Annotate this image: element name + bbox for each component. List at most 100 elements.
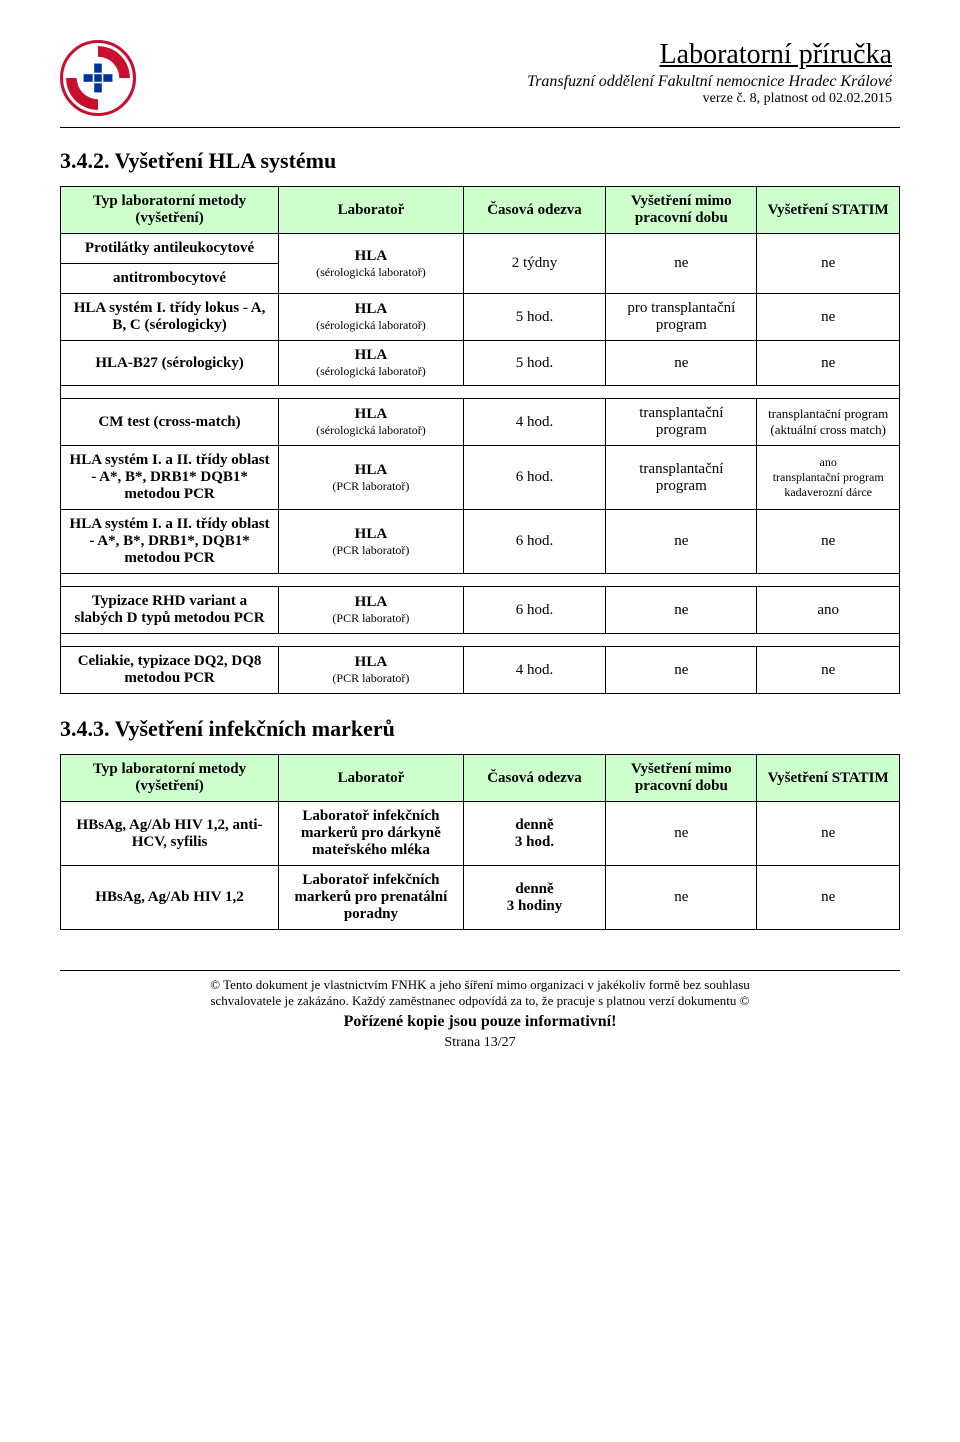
col-header: Vyšetření STATIM	[757, 755, 900, 802]
cell-offhours: transplantační program	[606, 446, 757, 510]
col-header: Typ laboratorní metody (vyšetření)	[61, 187, 279, 234]
lab-main: HLA	[287, 462, 455, 479]
lab-sub: (PCR laboratoř)	[287, 671, 455, 686]
cell-time: 5 hod.	[463, 341, 606, 386]
cell-statim: ne	[757, 234, 900, 294]
cell-statim: ano transplantační program kadaverozní d…	[757, 446, 900, 510]
cell-lab: HLA (sérologická laboratoř)	[279, 399, 464, 446]
table-row: Celiakie, typizace DQ2, DQ8 metodou PCR …	[61, 647, 900, 694]
cell-offhours: ne	[606, 647, 757, 694]
table-header-row: Typ laboratorní metody (vyšetření) Labor…	[61, 187, 900, 234]
col-header: Časová odezva	[463, 187, 606, 234]
col-header: Vyšetření mimo pracovní dobu	[606, 755, 757, 802]
cell-lab: HLA (PCR laboratoř)	[279, 510, 464, 574]
lab-main: HLA	[287, 526, 455, 543]
lab-main: HLA	[287, 594, 455, 611]
lab-sub: (sérologická laboratoř)	[287, 423, 455, 438]
cell-method: Protilátky antileukocytové	[61, 234, 279, 264]
cell-statim: ne	[757, 802, 900, 866]
col-header: Laboratoř	[279, 187, 464, 234]
cell-time: denně 3 hod.	[463, 802, 606, 866]
cell-time: 4 hod.	[463, 647, 606, 694]
cell-statim: ne	[757, 647, 900, 694]
footer-page-number: Strana 13/27	[60, 1035, 900, 1051]
lab-sub: (sérologická laboratoř)	[287, 364, 455, 379]
cell-time: 6 hod.	[463, 587, 606, 634]
lab-sub: (PCR laboratoř)	[287, 611, 455, 626]
header-text-block: Laboratorní příručka Transfuzní oddělení…	[150, 40, 900, 107]
table-row: HBsAg, Ag/Ab HIV 1,2 Laboratoř infekčníc…	[61, 866, 900, 930]
cell-method: HLA systém I. a II. třídy oblast - A*, B…	[61, 446, 279, 510]
lab-sub: (PCR laboratoř)	[287, 543, 455, 558]
section-heading-1: 3.4.2. Vyšetření HLA systému	[60, 148, 900, 174]
cell-lab: Laboratoř infekčních markerů pro dárkyně…	[279, 802, 464, 866]
footer-divider	[60, 970, 900, 971]
header-subtitle: Transfuzní oddělení Fakultní nemocnice H…	[150, 73, 892, 91]
cell-method: Typizace RHD variant a slabých D typů me…	[61, 587, 279, 634]
table-header-row: Typ laboratorní metody (vyšetření) Labor…	[61, 755, 900, 802]
lab-main: HLA	[287, 406, 455, 423]
table-row: HLA systém I. a II. třídy oblast - A*, B…	[61, 446, 900, 510]
cell-lab: Laboratoř infekčních markerů pro prenatá…	[279, 866, 464, 930]
table-hla-system: Typ laboratorní metody (vyšetření) Labor…	[60, 186, 900, 694]
cell-method: HBsAg, Ag/Ab HIV 1,2	[61, 866, 279, 930]
col-header: Laboratoř	[279, 755, 464, 802]
cell-offhours: ne	[606, 866, 757, 930]
table-infection-markers: Typ laboratorní metody (vyšetření) Labor…	[60, 754, 900, 930]
cell-time: 6 hod.	[463, 446, 606, 510]
header-title: Laboratorní příručka	[150, 40, 892, 71]
cell-offhours: ne	[606, 587, 757, 634]
lab-main: HLA	[287, 347, 455, 364]
col-header: Časová odezva	[463, 755, 606, 802]
page-footer: © Tento dokument je vlastnictvím FNHK a …	[60, 970, 900, 1051]
cell-lab: HLA (sérologická laboratoř)	[279, 294, 464, 341]
col-header: Vyšetření STATIM	[757, 187, 900, 234]
section-heading-2: 3.4.3. Vyšetření infekčních markerů	[60, 716, 900, 742]
table-row: Protilátky antileukocytové HLA (sérologi…	[61, 234, 900, 264]
cell-offhours: pro transplantační program	[606, 294, 757, 341]
cell-method: HLA systém I. třídy lokus - A, B, C (sér…	[61, 294, 279, 341]
cell-offhours: ne	[606, 510, 757, 574]
table-row: HLA systém I. a II. třídy oblast - A*, B…	[61, 510, 900, 574]
table-gap	[61, 574, 900, 587]
footer-notice: Pořízené kopie jsou pouze informativní!	[60, 1013, 900, 1031]
cell-statim: transplantační program (aktuální cross m…	[757, 399, 900, 446]
lab-sub: (sérologická laboratoř)	[287, 318, 455, 333]
cell-time: 2 týdny	[463, 234, 606, 294]
cell-offhours: ne	[606, 802, 757, 866]
lab-sub: (PCR laboratoř)	[287, 479, 455, 494]
header-divider	[60, 127, 900, 128]
cell-method: Celiakie, typizace DQ2, DQ8 metodou PCR	[61, 647, 279, 694]
hospital-logo	[60, 40, 136, 121]
footer-copyright-2: schvalovatele je zakázáno. Každý zaměstn…	[60, 993, 900, 1009]
table-row: HBsAg, Ag/Ab HIV 1,2, anti-HCV, syfilis …	[61, 802, 900, 866]
col-header: Typ laboratorní metody (vyšetření)	[61, 755, 279, 802]
cell-offhours: ne	[606, 341, 757, 386]
cell-time: 5 hod.	[463, 294, 606, 341]
cell-lab: HLA (sérologická laboratoř)	[279, 234, 464, 294]
table-row: HLA-B27 (sérologicky) HLA (sérologická l…	[61, 341, 900, 386]
cell-time: 4 hod.	[463, 399, 606, 446]
cell-lab: HLA (PCR laboratoř)	[279, 647, 464, 694]
cell-time: denně 3 hodiny	[463, 866, 606, 930]
footer-copyright-1: © Tento dokument je vlastnictvím FNHK a …	[60, 977, 900, 993]
lab-main: HLA	[287, 654, 455, 671]
lab-sub: (sérologická laboratoř)	[287, 265, 455, 280]
cell-offhours: ne	[606, 234, 757, 294]
cell-method: HLA-B27 (sérologicky)	[61, 341, 279, 386]
cell-statim: ne	[757, 866, 900, 930]
cell-method: CM test (cross-match)	[61, 399, 279, 446]
cell-statim: ne	[757, 510, 900, 574]
col-header: Vyšetření mimo pracovní dobu	[606, 187, 757, 234]
lab-main: HLA	[287, 301, 455, 318]
header-version: verze č. 8, platnost od 02.02.2015	[150, 91, 892, 107]
cell-method: antitrombocytové	[61, 264, 279, 294]
cell-method: HBsAg, Ag/Ab HIV 1,2, anti-HCV, syfilis	[61, 802, 279, 866]
cell-time: 6 hod.	[463, 510, 606, 574]
table-gap	[61, 634, 900, 647]
table-row: Typizace RHD variant a slabých D typů me…	[61, 587, 900, 634]
table-row: CM test (cross-match) HLA (sérologická l…	[61, 399, 900, 446]
table-gap	[61, 386, 900, 399]
cell-lab: HLA (PCR laboratoř)	[279, 587, 464, 634]
cell-statim: ano	[757, 587, 900, 634]
